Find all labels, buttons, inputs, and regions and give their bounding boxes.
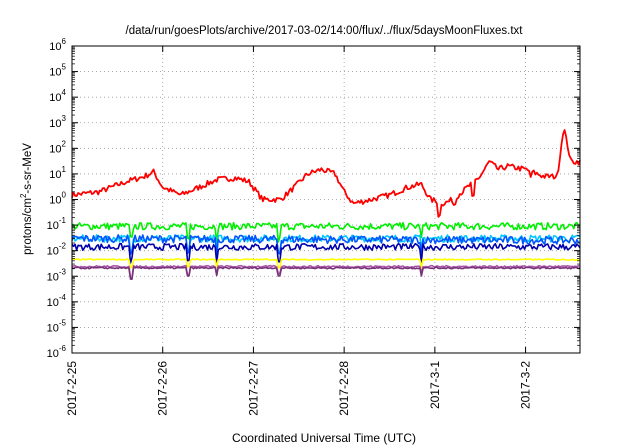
y-tick-label: 102: [49, 139, 66, 155]
series-line-7: [71, 264, 581, 279]
y-tick-exponent: 6: [62, 37, 67, 46]
y-tick-exponent: -4: [59, 293, 67, 302]
y-tick-base: 10: [47, 322, 59, 334]
y-axis-label: protons/cm2-s-sr-MeV: [19, 143, 34, 255]
y-tick-label: 10-3: [47, 267, 67, 283]
y-tick-exponent: 0: [62, 191, 67, 200]
y-tick-base: 10: [47, 220, 59, 232]
grid-lines: [72, 46, 580, 353]
x-tick-label: 2017-3-1: [428, 361, 442, 409]
y-axis-label-sup: 2: [19, 193, 28, 198]
x-axis-label: Coordinated Universal Time (UTC): [232, 431, 416, 445]
series-line-8: [71, 266, 581, 281]
y-tick-base: 10: [49, 67, 61, 79]
y-tick-label: 101: [49, 165, 66, 181]
series-line-5: [71, 242, 581, 264]
y-tick-base: 10: [49, 169, 61, 181]
y-tick-exponent: 3: [62, 114, 67, 123]
y-tick-label: 10-4: [47, 293, 67, 309]
series-line-4: [71, 234, 581, 257]
y-tick-exponent: -6: [59, 344, 67, 353]
x-tick-label: 2017-2-28: [337, 361, 351, 416]
y-tick-base: 10: [47, 348, 59, 360]
y-tick-exponent: -1: [59, 216, 67, 225]
y-tick-label: 10-2: [47, 242, 67, 258]
series-line-3: [71, 234, 581, 255]
y-tick-base: 10: [47, 297, 59, 309]
x-tick-label: 2017-2-25: [65, 361, 79, 416]
y-tick-base: 10: [49, 118, 61, 130]
y-tick-exponent: -3: [59, 267, 67, 276]
series-line-1: [71, 129, 581, 218]
chart-title: /data/run/goesPlots/archive/2017-03-02/1…: [126, 25, 524, 37]
x-tick-label: 2017-2-27: [246, 361, 260, 416]
y-tick-exponent: 1: [62, 165, 67, 174]
y-tick-label: 10-1: [47, 216, 67, 232]
y-axis-ticks: 10-610-510-410-310-210-11001011021031041…: [47, 37, 580, 360]
series-layer: [71, 129, 581, 281]
x-tick-label: 2017-2-26: [156, 361, 170, 416]
y-tick-exponent: 4: [62, 88, 67, 97]
y-tick-base: 10: [47, 246, 59, 258]
y-tick-exponent: 2: [62, 139, 67, 148]
series-line-6: [71, 258, 580, 269]
y-axis-label-rest: -s-sr-MeV: [22, 143, 34, 194]
x-tick-label: 2017-3-2: [519, 361, 533, 409]
y-axis-label-main: protons/cm: [22, 198, 34, 255]
y-tick-base: 10: [49, 195, 61, 207]
y-tick-label: 105: [49, 63, 66, 79]
y-tick-label: 10-6: [47, 344, 67, 360]
y-tick-exponent: -5: [59, 318, 67, 327]
y-tick-base: 10: [49, 143, 61, 155]
y-tick-label: 106: [49, 37, 66, 53]
y-tick-label: 103: [49, 114, 66, 130]
y-tick-base: 10: [49, 92, 61, 104]
y-tick-base: 10: [47, 271, 59, 283]
y-tick-exponent: -2: [59, 242, 67, 251]
y-tick-exponent: 5: [62, 63, 67, 72]
y-tick-base: 10: [49, 41, 61, 53]
y-tick-label: 104: [49, 88, 66, 104]
x-axis-ticks: 2017-2-25 2017-2-26 2017-2-27 2017-2-28 2017…: [65, 46, 533, 416]
series-line-2: [71, 221, 581, 244]
y-tick-label: 10-5: [47, 318, 67, 334]
y-tick-label: 100: [49, 191, 66, 207]
